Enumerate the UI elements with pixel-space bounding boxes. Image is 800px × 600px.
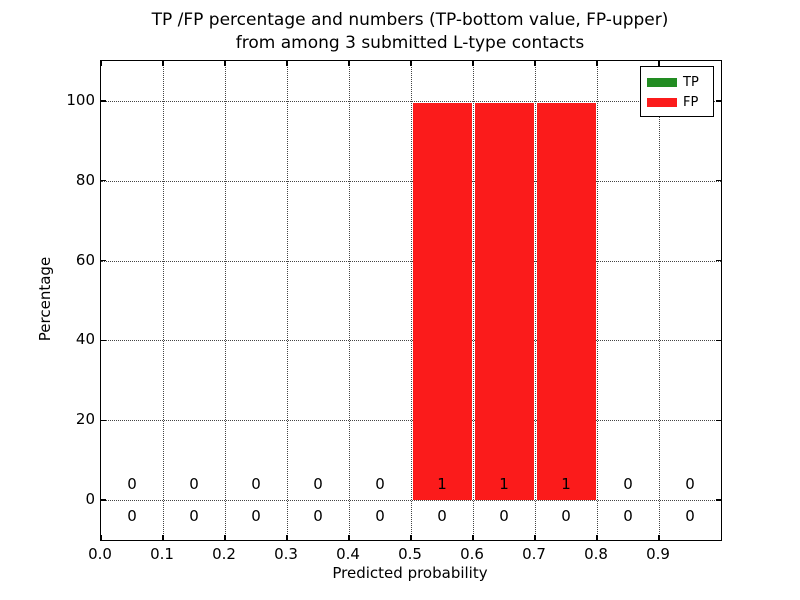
chart-title-line2: from among 3 submitted L-type contacts: [235, 33, 585, 53]
y-tick-label: 80: [75, 170, 95, 189]
tp-count: 0: [623, 507, 633, 526]
x-tick: [410, 535, 412, 540]
y-tick-right: [716, 180, 721, 182]
bar-fp-bin5: [412, 102, 472, 501]
x-tick-top: [472, 61, 474, 66]
y-tick-label: 20: [75, 410, 95, 429]
tp-count: 0: [561, 507, 571, 526]
fp-count: 0: [189, 475, 199, 494]
x-tick: [162, 535, 164, 540]
tp-count: 0: [437, 507, 447, 526]
x-tick: [658, 535, 660, 540]
fp-swatch-icon: [647, 97, 677, 107]
x-tick-label: 0.6: [460, 545, 484, 563]
gridline-x-0.5: [411, 61, 412, 540]
y-tick-label: 100: [66, 90, 95, 109]
x-tick-top: [100, 61, 102, 66]
x-tick-label: 0.5: [398, 545, 422, 563]
x-tick-label: 0.4: [336, 545, 360, 563]
fp-count: 0: [623, 475, 633, 494]
x-tick-top: [658, 61, 660, 66]
y-tick-labels: 0 20 40 60 80 100: [0, 60, 95, 539]
legend-label-tp: TP: [683, 74, 699, 90]
bar-fp-bin7: [536, 102, 596, 501]
tp-count: 0: [251, 507, 261, 526]
y-tick: [101, 100, 106, 102]
fp-count: 0: [313, 475, 323, 494]
x-tick: [534, 535, 536, 540]
x-tick-top: [224, 61, 226, 66]
x-tick: [472, 535, 474, 540]
fp-count: 0: [685, 475, 695, 494]
fp-count: 1: [499, 475, 509, 494]
y-tick: [101, 419, 106, 421]
x-tick: [348, 535, 350, 540]
tp-count: 0: [685, 507, 695, 526]
y-tick-right: [716, 339, 721, 342]
tp-swatch-icon: [647, 77, 677, 87]
gridline-x-0.7: [535, 61, 536, 540]
fp-count: 0: [375, 475, 385, 494]
y-tick-label: 60: [75, 250, 95, 269]
gridline-x-0.3: [287, 61, 288, 540]
legend-entry-tp: TP: [647, 72, 713, 92]
gridline-x-0.9: [659, 61, 660, 540]
gridline-x-0.2: [225, 61, 226, 540]
x-tick: [596, 535, 598, 540]
y-tick: [101, 259, 106, 262]
x-tick-label: 0.2: [212, 545, 236, 563]
gridline-x-0.4: [349, 61, 350, 540]
x-tick-label: 0.1: [150, 545, 174, 563]
y-tick-right: [716, 499, 721, 501]
y-tick-right: [716, 100, 721, 102]
chart-title-line1: TP /FP percentage and numbers (TP-bottom…: [151, 10, 669, 30]
x-tick-top: [534, 61, 536, 66]
x-tick: [100, 535, 102, 540]
y-tick: [101, 499, 106, 501]
x-tick-label: 0.9: [646, 545, 670, 563]
x-tick-label: 0.8: [584, 545, 608, 563]
x-axis-label: Predicted probability: [332, 564, 488, 582]
gridline-x-0.1: [163, 61, 164, 540]
legend: TP FP: [640, 66, 714, 117]
fp-count: 1: [437, 475, 447, 494]
x-tick: [224, 535, 226, 540]
x-tick-top: [410, 61, 412, 66]
x-tick-label: 0.3: [274, 545, 298, 563]
tp-count: 0: [189, 507, 199, 526]
x-tick-top: [348, 61, 350, 66]
tp-count: 0: [499, 507, 509, 526]
bar-fp-bin6: [474, 102, 534, 501]
fp-count: 0: [127, 475, 137, 494]
plot-area: 0 0 0 0 0 1 1 1 0 0 0 0 0 0 0 0 0 0 0 0 TP FP: [100, 60, 722, 541]
legend-entry-fp: FP: [647, 92, 713, 112]
tp-count: 0: [313, 507, 323, 526]
tp-count: 0: [375, 507, 385, 526]
y-tick-label: 40: [75, 330, 95, 349]
y-tick: [101, 180, 106, 182]
fp-count: 0: [251, 475, 261, 494]
legend-label-fp: FP: [683, 94, 699, 110]
x-tick-label: 0.0: [88, 545, 112, 563]
gridline-x-0.6: [473, 61, 474, 540]
fp-count: 1: [561, 475, 571, 494]
x-tick-label: 0.7: [522, 545, 546, 563]
x-tick-top: [286, 61, 288, 66]
gridline-x-0.8: [597, 61, 598, 540]
x-tick: [286, 535, 288, 540]
x-tick-top: [162, 61, 164, 66]
chart-title: TP /FP percentage and numbers (TP-bottom…: [100, 9, 720, 55]
x-tick-labels: 0.0 0.1 0.2 0.3 0.4 0.5 0.6 0.7 0.8 0.9: [88, 545, 720, 563]
y-tick: [101, 339, 106, 342]
y-tick-label: 0: [85, 490, 95, 509]
y-tick-right: [716, 259, 721, 262]
y-tick-right: [716, 419, 721, 421]
tp-count: 0: [127, 507, 137, 526]
x-tick-top: [596, 61, 598, 66]
